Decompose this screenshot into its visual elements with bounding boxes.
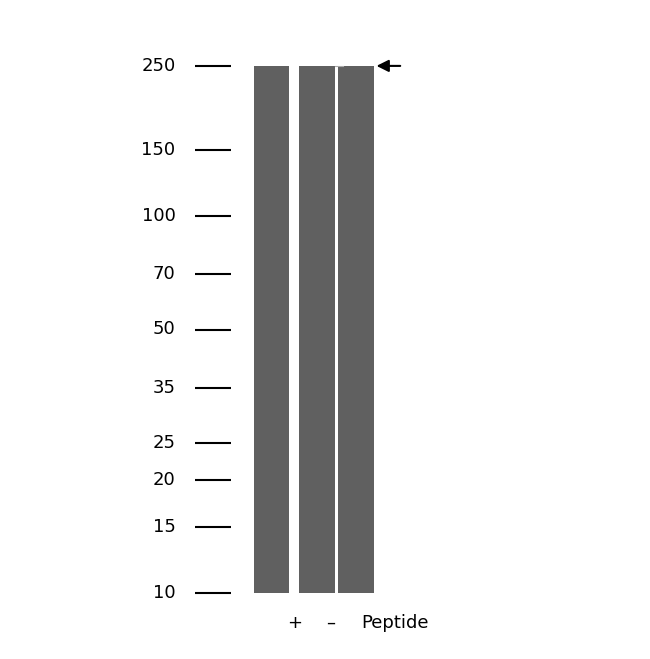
Text: Peptide: Peptide bbox=[361, 614, 428, 632]
Text: 25: 25 bbox=[153, 434, 176, 452]
Text: 35: 35 bbox=[153, 379, 176, 397]
FancyBboxPatch shape bbox=[335, 66, 338, 593]
Text: 20: 20 bbox=[153, 471, 176, 488]
Text: –: – bbox=[326, 614, 335, 632]
Text: 15: 15 bbox=[153, 518, 176, 536]
Text: 70: 70 bbox=[153, 266, 176, 283]
Text: 10: 10 bbox=[153, 584, 176, 602]
FancyBboxPatch shape bbox=[254, 66, 289, 593]
Text: 250: 250 bbox=[141, 57, 176, 75]
Text: 50: 50 bbox=[153, 320, 176, 339]
Text: 100: 100 bbox=[142, 207, 176, 225]
FancyBboxPatch shape bbox=[338, 66, 374, 593]
FancyBboxPatch shape bbox=[299, 66, 335, 593]
Text: 150: 150 bbox=[142, 140, 176, 159]
Text: +: + bbox=[287, 614, 302, 632]
